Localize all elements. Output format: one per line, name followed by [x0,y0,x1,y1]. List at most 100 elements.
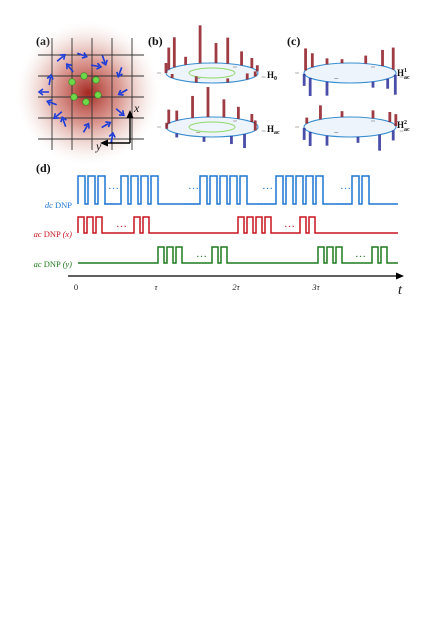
ac-dnp-x-ellipsis: … [284,218,295,230]
ac-dnp-y-ellipsis: … [196,248,207,260]
dc-dnp-ellipsis: … [188,180,199,192]
seq-acx-name: DNP [42,229,63,239]
spin-bar-up [175,110,179,121]
time-axis-arrowhead [396,272,404,280]
blue-spin-arrow [77,52,88,59]
spin-ring-ellipse [165,62,259,84]
ham-h0-subscript: 0 [274,76,277,82]
seq-dc-name: DNP [53,200,72,210]
seq-label-dc: dc DNP [45,200,72,210]
spin-bar-up [165,122,169,129]
spin-bar-down [230,136,233,145]
spin-bar-up [304,48,307,71]
time-tick-tau: τ [154,282,158,292]
seq-label-acy: ac DNP (y) [34,259,73,269]
spin-bar-down [393,74,397,95]
spin-bar-up [167,109,171,124]
spin-bar-down [386,78,390,89]
spin-bar-up [340,59,344,64]
spin-bar-down [202,136,206,142]
spin-bar-up [255,65,259,72]
arrow-shape [53,111,63,120]
dc-dnp-ellipsis: … [108,180,119,192]
ham-hac2-subscript: ac [404,127,410,133]
blue-spin-arrow [46,99,57,106]
x-axis-letter: x [133,101,140,115]
seq-acy-name: DNP [42,259,63,269]
arrow-shape [108,131,116,144]
spin-bar-up [222,99,226,118]
blue-spin-arrow [108,131,116,144]
panel-d-label: (d) [36,161,51,175]
spin-lattice [37,38,144,150]
ring-b-bottom [157,87,266,149]
blue-spin-arrow [60,116,67,127]
ring-c-bottom [295,105,404,151]
electron-density-glow [16,21,160,165]
ham-hac1-symbol: H [397,68,404,78]
spin-ring-ellipse [303,116,397,138]
arrow-shape [101,55,108,66]
time-tick-0: 0 [74,282,78,292]
blue-spin-arrow [53,111,63,120]
green-spin-dot [68,78,76,86]
spin-bar-down [325,135,329,146]
ac-dnp-y-pulse-train [78,246,398,264]
spin-bar-down [308,132,312,146]
spin-bar-up [388,112,392,122]
ac-dnp-y-ellipsis: … [355,248,366,260]
panel-c: (c) H1 ac H2 ac [287,34,410,151]
arrow-shape [115,108,125,117]
ham-hac2-symbol: H [397,120,404,130]
ham-hac1-subscript: ac [404,75,410,81]
arrow-shape [60,116,67,127]
spin-bar-up [319,105,322,120]
spin-bar-up [253,120,257,131]
spin-bar-up [206,87,210,118]
spin-bar-down [308,78,312,96]
blue-spin-arrow [116,67,123,78]
arrow-shape [65,63,74,73]
spin-bar-up [305,117,309,124]
dc-dnp-ellipsis: … [262,180,273,192]
spin-bar-up [250,114,254,122]
spin-bar-up [364,55,368,64]
spin-bar-up [250,58,254,68]
blue-spin-arrow [101,121,112,129]
spin-bar-down [371,81,375,88]
inner-ring-ellipse [188,67,236,79]
green-spin-dot [94,91,102,99]
arrow-shape [116,67,123,78]
spin-bar-up [214,43,218,64]
time-tick-2tau: 2τ [232,282,240,292]
spin-bar-up [191,95,194,118]
panel-d: (d) dc DNP ac DNP (x) ac DNP (y) … … … … … … …… [34,161,404,298]
ac-dnp-x-ellipsis: … [116,218,127,230]
spin-bar-up [253,71,257,77]
panel-c-label: (c) [287,34,300,48]
seq-acx-prefix: ac [34,229,42,239]
spin-bar-up [245,73,249,80]
spin-bar-up [198,25,202,64]
spin-bar-up [170,74,174,78]
seq-acx-suffix: (x) [63,229,73,239]
hamiltonian-h0: H0 [267,70,277,82]
ring-b-top [157,25,266,84]
blue-spin-arrow [37,88,49,96]
y-axis-arrowhead [100,139,108,147]
green-spin-dot [70,93,78,101]
green-spin-dot [82,98,90,106]
spin-bar-up [240,51,243,66]
spin-bar-up [226,78,230,83]
spin-ring-ellipse [303,62,397,84]
axes-a: x y [95,101,140,153]
spin-bar-down [243,134,246,149]
spin-ring-ellipse [165,116,259,138]
ham-h0-symbol: H [267,70,274,80]
panel-b-label: (b) [148,34,163,48]
ham-hac-symbol: H [267,124,274,134]
spin-bar-down [378,134,381,151]
spin-bar-up [164,63,168,73]
spin-bar-up [391,47,395,70]
